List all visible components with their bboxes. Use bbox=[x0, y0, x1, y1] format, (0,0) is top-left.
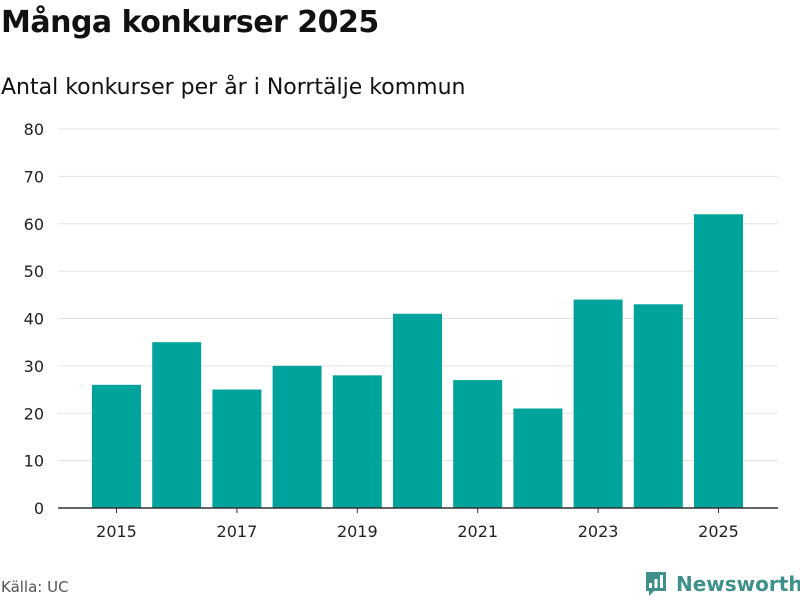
bar-2022 bbox=[513, 408, 563, 508]
y-tick-label: 40 bbox=[24, 310, 44, 329]
bar-2020 bbox=[393, 313, 442, 508]
x-tick-label: 2015 bbox=[96, 522, 137, 541]
source-note: Källa: UC bbox=[1, 578, 69, 596]
bar-chart-logo-icon bbox=[646, 572, 666, 596]
y-tick-label: 20 bbox=[24, 404, 44, 423]
brand-name: Newsworthy bbox=[676, 572, 800, 596]
bar-2024 bbox=[633, 304, 683, 508]
bar-2025 bbox=[694, 214, 743, 508]
x-tick-label: 2017 bbox=[217, 522, 258, 541]
y-tick-label: 30 bbox=[24, 357, 44, 376]
chart-title: Många konkurser 2025 bbox=[1, 5, 379, 40]
x-tick-label: 2019 bbox=[337, 522, 378, 541]
y-tick-label: 50 bbox=[24, 262, 44, 281]
bar-2016 bbox=[152, 342, 202, 508]
bar-2019 bbox=[332, 375, 382, 508]
bar-2021 bbox=[453, 380, 503, 508]
chart-subtitle: Antal konkurser per år i Norrtälje kommu… bbox=[1, 75, 466, 100]
bar-2017 bbox=[212, 389, 262, 508]
y-tick-label: 10 bbox=[24, 452, 44, 471]
bar-2023 bbox=[573, 299, 623, 508]
bar-2015 bbox=[92, 384, 141, 508]
y-tick-label: 60 bbox=[24, 215, 44, 234]
x-tick-label: 2021 bbox=[457, 522, 498, 541]
x-tick-label: 2025 bbox=[698, 522, 739, 541]
x-tick-label: 2023 bbox=[578, 522, 619, 541]
y-tick-label: 70 bbox=[24, 167, 44, 186]
y-tick-label: 80 bbox=[24, 120, 44, 139]
y-tick-label: 0 bbox=[34, 499, 44, 518]
bar-2018 bbox=[272, 365, 322, 508]
brand: Newsworthy bbox=[645, 569, 800, 599]
